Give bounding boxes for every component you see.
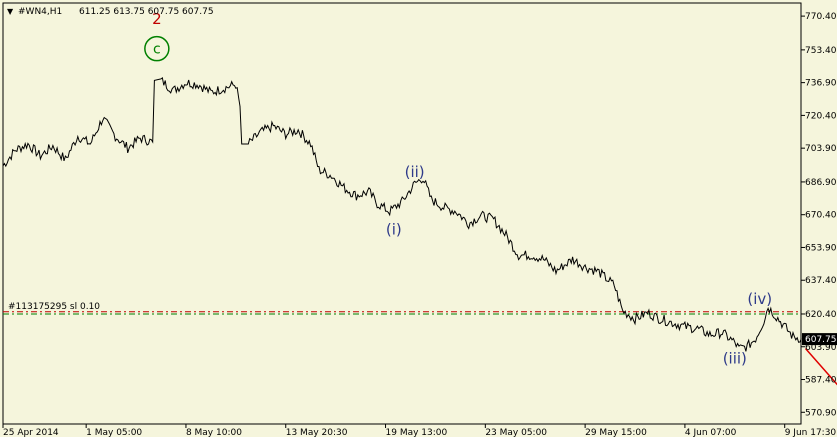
wave-label: (ii) xyxy=(405,163,425,181)
price-tick-label: 703.90 xyxy=(805,144,837,154)
price-tick-label: 753.40 xyxy=(805,46,837,56)
price-tick-label: 670.40 xyxy=(805,211,837,221)
wave-label: 2 xyxy=(152,10,162,28)
projection-segment[interactable] xyxy=(804,348,837,387)
plot-area xyxy=(2,2,802,425)
price-tick-label: 637.40 xyxy=(805,276,837,286)
chart-header: ▼ #WN4,H1 611.25 613.75 607.75 607.75 xyxy=(7,7,214,17)
current-price-label: 607.75 xyxy=(805,335,837,345)
time-tick-label: 8 May 10:00 xyxy=(186,428,242,437)
projection-line xyxy=(804,348,837,387)
time-tick-label: 13 May 20:30 xyxy=(286,428,348,437)
time-axis: 25 Apr 2014 1 May 05:00 8 May 10:00 13 May … xyxy=(2,424,837,437)
symbol-label: #WN4,H1 xyxy=(18,7,62,17)
current-price-box xyxy=(802,333,837,346)
price-tick-label: 653.90 xyxy=(805,243,837,253)
price-tick-label: 587.40 xyxy=(805,376,837,386)
price-tick-label: 770.40 xyxy=(805,12,837,22)
wave-label: c xyxy=(153,42,161,58)
time-tick-label: 9 Jun 17:30 xyxy=(785,428,837,437)
level-label: #113175295 sl 0.10 xyxy=(8,302,100,312)
price-tick-label: 686.90 xyxy=(805,178,837,188)
wave-label: (iv) xyxy=(747,290,772,308)
price-line xyxy=(2,77,802,352)
time-tick-label: 4 Jun 07:00 xyxy=(685,428,737,437)
price-tick-label: 570.90 xyxy=(805,408,837,418)
price-series xyxy=(2,77,802,352)
wave-label: (i) xyxy=(386,220,402,238)
price-tick-label: 620.40 xyxy=(805,310,837,320)
wave-circle xyxy=(144,35,170,62)
time-tick-label: 29 May 15:00 xyxy=(585,428,647,437)
time-tick-label: 25 Apr 2014 xyxy=(3,428,59,437)
wave-label: (iii) xyxy=(723,349,747,367)
price-tick-label: 603.90 xyxy=(805,343,837,353)
price-tick-label: 720.40 xyxy=(805,111,837,121)
price-axis: 770.40 753.40 736.90 720.40 703.90 686.90 670.… xyxy=(801,12,837,418)
ohlc-values: 611.25 613.75 607.75 607.75 xyxy=(79,7,214,17)
price-tick-label: 736.90 xyxy=(805,79,837,89)
level-lines: #113175295 sl 0.10 xyxy=(3,302,801,315)
time-tick-label: 1 May 05:00 xyxy=(86,428,142,437)
time-tick-label: 23 May 05:00 xyxy=(485,428,547,437)
dropdown-arrow-icon[interactable]: ▼ xyxy=(7,7,14,16)
time-tick-label: 19 May 13:00 xyxy=(386,428,448,437)
